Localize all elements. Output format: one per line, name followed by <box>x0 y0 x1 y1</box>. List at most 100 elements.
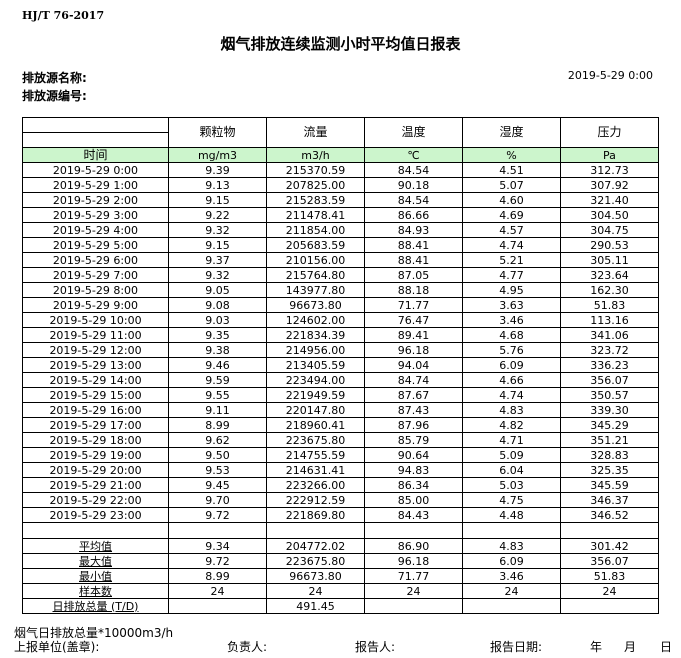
value-cell: 9.46 <box>168 357 267 373</box>
value-cell: 304.75 <box>560 222 659 238</box>
value-cell: 213405.59 <box>266 357 365 373</box>
value-cell: 88.41 <box>364 252 463 268</box>
value-cell: 9.32 <box>168 267 267 283</box>
value-cell: 218960.41 <box>266 417 365 433</box>
value-cell: 113.16 <box>560 312 659 328</box>
value-cell: 90.64 <box>364 447 463 463</box>
value-cell: 124602.00 <box>266 312 365 328</box>
table-row: 2019-5-29 19:00 9.50 214755.59 90.64 5.09 328… <box>22 447 659 463</box>
unit-cell: mg/m3 <box>168 147 267 163</box>
value-cell: 4.51 <box>462 162 561 178</box>
value-cell: 4.74 <box>462 387 561 403</box>
value-cell <box>364 522 463 539</box>
value-cell: 8.99 <box>168 568 267 584</box>
value-cell: 96.18 <box>364 342 463 358</box>
value-cell: 143977.80 <box>266 282 365 298</box>
value-cell: 223494.00 <box>266 372 365 388</box>
value-cell: 87.43 <box>364 402 463 418</box>
value-cell: 86.90 <box>364 538 463 554</box>
table-row: 2019-5-29 9:00 9.08 96673.80 71.77 3.63 51.83 <box>22 297 659 313</box>
value-cell: 351.21 <box>560 432 659 448</box>
footer-unit-label: 上报单位(盖章): <box>14 640 100 654</box>
value-cell: 24 <box>168 583 267 599</box>
value-cell: 9.34 <box>168 538 267 554</box>
table-row: 2019-5-29 10:00 9.03 124602.00 76.47 3.46 113… <box>22 312 659 328</box>
row-label-cell: 2019-5-29 16:00 <box>22 402 169 418</box>
value-cell: 222912.59 <box>266 492 365 508</box>
value-cell: 4.77 <box>462 267 561 283</box>
value-cell: 341.06 <box>560 327 659 343</box>
value-cell: 9.53 <box>168 462 267 478</box>
value-cell: 207825.00 <box>266 177 365 193</box>
time-header: 时间 <box>22 147 169 163</box>
value-cell: 215764.80 <box>266 267 365 283</box>
row-label-cell: 最小值 <box>22 568 169 584</box>
table-row: 2019-5-29 3:00 9.22 211478.41 86.66 4.69 304.… <box>22 207 659 223</box>
row-label-cell: 2019-5-29 13:00 <box>22 357 169 373</box>
row-label-cell: 2019-5-29 4:00 <box>22 222 169 238</box>
value-cell: 3.46 <box>462 568 561 584</box>
corner-cell <box>22 117 169 148</box>
value-cell: 87.96 <box>364 417 463 433</box>
value-cell: 321.40 <box>560 192 659 208</box>
value-cell: 9.15 <box>168 192 267 208</box>
value-cell: 4.95 <box>462 282 561 298</box>
source-name-label: 排放源名称: <box>22 71 87 85</box>
value-cell: 8.99 <box>168 417 267 433</box>
footer-reporter-label: 报告人: <box>355 640 396 654</box>
stats-row: 最小值 8.99 96673.80 71.77 3.46 51.83 <box>22 568 659 584</box>
value-cell <box>364 598 463 614</box>
value-cell: 4.48 <box>462 507 561 523</box>
table-row: 2019-5-29 20:00 9.53 214631.41 94.83 6.04 325… <box>22 462 659 478</box>
table-row: 2019-5-29 6:00 9.37 210156.00 88.41 5.21 305.… <box>22 252 659 268</box>
row-label-cell: 日排放总量 (T/D) <box>22 598 169 614</box>
value-cell: 3.46 <box>462 312 561 328</box>
table-row: 2019-5-29 15:00 9.55 221949.59 87.67 4.74 350… <box>22 387 659 403</box>
value-cell: 301.42 <box>560 538 659 554</box>
value-cell: 323.64 <box>560 267 659 283</box>
value-cell: 356.07 <box>560 372 659 388</box>
row-label-cell: 平均值 <box>22 538 169 554</box>
value-cell: 9.05 <box>168 282 267 298</box>
value-cell: 9.32 <box>168 222 267 238</box>
blank-row <box>22 522 659 539</box>
row-label-cell: 2019-5-29 0:00 <box>22 162 169 178</box>
value-cell: 9.13 <box>168 177 267 193</box>
value-cell: 305.11 <box>560 252 659 268</box>
value-cell: 84.74 <box>364 372 463 388</box>
value-cell: 4.57 <box>462 222 561 238</box>
column-header: 湿度 <box>462 117 561 148</box>
value-cell: 3.63 <box>462 297 561 313</box>
row-label-cell: 样本数 <box>22 583 169 599</box>
value-cell: 4.60 <box>462 192 561 208</box>
value-cell: 24 <box>462 583 561 599</box>
table-row: 2019-5-29 23:00 9.72 221869.80 84.43 4.48 346… <box>22 507 659 523</box>
table-row: 2019-5-29 16:00 9.11 220147.80 87.43 4.83 339… <box>22 402 659 418</box>
report-datetime: 2019-5-29 0:00 <box>567 69 653 82</box>
footer-note: 烟气日排放总量*10000m3/h <box>14 626 174 640</box>
value-cell: 290.53 <box>560 237 659 253</box>
value-cell: 86.66 <box>364 207 463 223</box>
row-label-cell: 2019-5-29 11:00 <box>22 327 169 343</box>
value-cell: 345.59 <box>560 477 659 493</box>
value-cell: 90.18 <box>364 177 463 193</box>
value-cell: 6.09 <box>462 357 561 373</box>
unit-cell: ℃ <box>364 147 463 163</box>
value-cell: 71.77 <box>364 568 463 584</box>
value-cell: 9.62 <box>168 432 267 448</box>
value-cell: 84.54 <box>364 162 463 178</box>
value-cell: 5.03 <box>462 477 561 493</box>
value-cell: 223675.80 <box>266 553 365 569</box>
table-row: 2019-5-29 12:00 9.38 214956.00 96.18 5.76 323… <box>22 342 659 358</box>
column-header: 颗粒物 <box>168 117 267 148</box>
table-row: 2019-5-29 18:00 9.62 223675.80 85.79 4.71 351… <box>22 432 659 448</box>
value-cell: 9.15 <box>168 237 267 253</box>
value-cell: 85.00 <box>364 492 463 508</box>
table-row: 2019-5-29 21:00 9.45 223266.00 86.34 5.03 345… <box>22 477 659 493</box>
value-cell: 325.35 <box>560 462 659 478</box>
value-cell: 221949.59 <box>266 387 365 403</box>
value-cell <box>462 522 561 539</box>
value-cell: 336.23 <box>560 357 659 373</box>
row-label-cell: 2019-5-29 7:00 <box>22 267 169 283</box>
value-cell: 4.69 <box>462 207 561 223</box>
